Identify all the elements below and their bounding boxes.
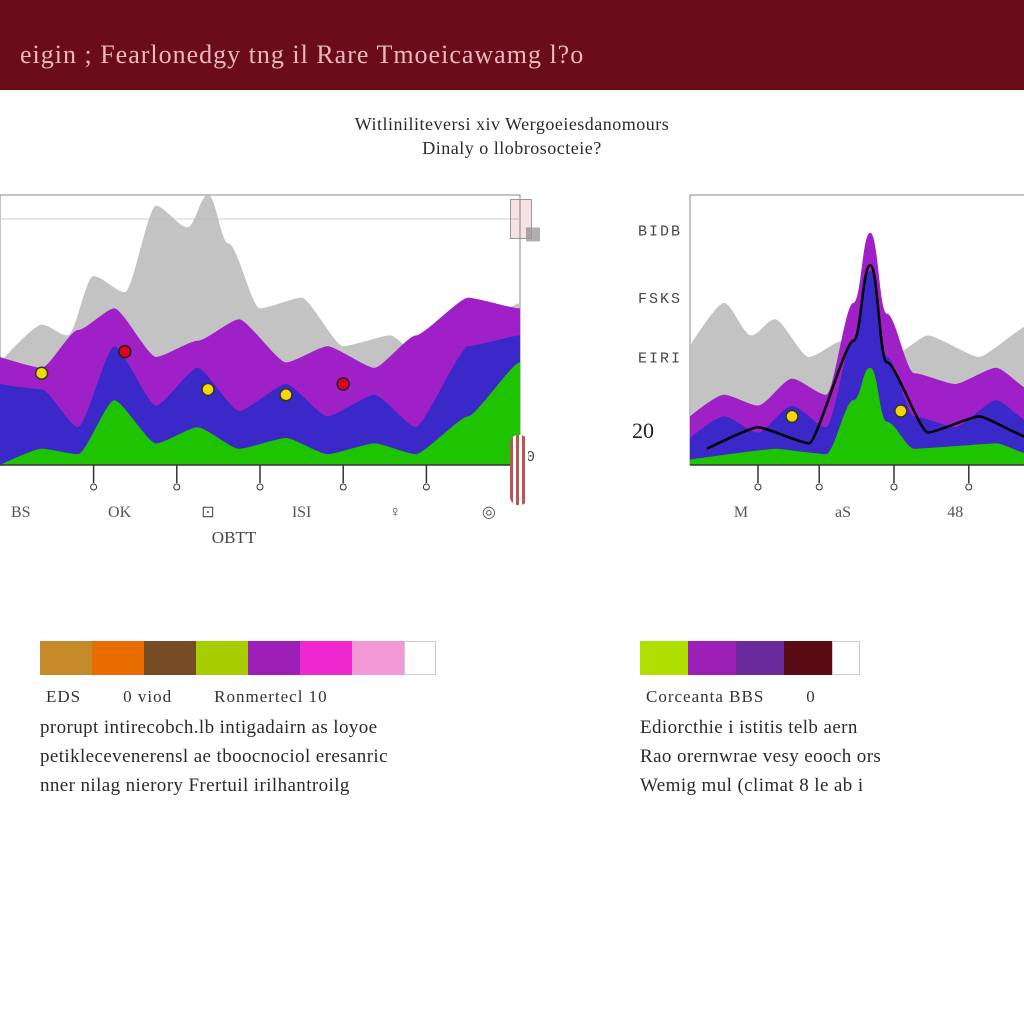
svg-text:aS: aS (835, 504, 851, 521)
color-swatch (640, 641, 688, 675)
chart-left-cell: BSOK⊡ISI♀◎OBTT0 (0, 175, 560, 615)
legend-item: EDS (46, 687, 81, 707)
color-swatch (40, 641, 92, 675)
chart-right-cell: MaS 48 BIDB FSKS EIRI 20 (560, 175, 1024, 615)
palette-row: EDS 0 viod Ronmertecl 10 prorupt intirecob… (0, 641, 1024, 801)
subtitle-line2: Dinaly o llobrosocteie? (0, 136, 1024, 160)
palette-left: EDS 0 viod Ronmertecl 10 prorupt intirecob… (40, 641, 580, 801)
svg-text:BS: BS (11, 504, 31, 521)
svg-text:OBTT: OBTT (212, 528, 257, 547)
subtitle: Witliniliteversi xiv Wergoeiesdanomours … (0, 112, 1024, 161)
page-title: eigin ; Fearlonedgy tng il Rare Tmoeicaw… (20, 40, 584, 70)
color-swatch (404, 641, 436, 675)
chart-left: BSOK⊡ISI♀◎OBTT0 (0, 175, 560, 615)
color-swatch (352, 641, 404, 675)
swatches-left (40, 641, 580, 675)
y-indicator-top (510, 199, 532, 239)
y-indicator-bottom (510, 435, 528, 505)
color-swatch (832, 641, 860, 675)
color-swatch (92, 641, 144, 675)
legend-item: Corceanta BBS (646, 687, 764, 707)
svg-text:BIDB: BIDB (638, 223, 682, 240)
legend-right: Corceanta BBS 0 (646, 687, 1024, 707)
color-swatch (300, 641, 352, 675)
color-swatch (688, 641, 736, 675)
svg-text:M: M (734, 504, 748, 521)
palette-right: Corceanta BBS 0 Ediorcthie i istitis telb… (580, 641, 1024, 801)
svg-text:ISI: ISI (292, 504, 312, 521)
svg-text:◎: ◎ (482, 504, 496, 521)
swatches-right (640, 641, 1024, 675)
svg-text:♀: ♀ (389, 504, 401, 521)
svg-text:20: 20 (632, 418, 654, 443)
chart-right: MaS 48 BIDB FSKS EIRI 20 (630, 175, 1024, 615)
subtitle-line1: Witliniliteversi xiv Wergoeiesdanomours (0, 112, 1024, 136)
caption-left: prorupt intirecobch.lb intigadairn as lo… (40, 713, 580, 801)
charts-row: BSOK⊡ISI♀◎OBTT0 MaS48BIDBFSKSEIRI20 (0, 175, 1024, 615)
color-swatch (144, 641, 196, 675)
color-swatch (736, 641, 784, 675)
color-swatch (248, 641, 300, 675)
header-band: eigin ; Fearlonedgy tng il Rare Tmoeicaw… (0, 0, 1024, 90)
svg-text:⊡: ⊡ (201, 504, 214, 521)
svg-text:48: 48 (947, 504, 963, 521)
svg-text:FSKS: FSKS (638, 291, 682, 308)
legend-item: Ronmertecl 10 (214, 687, 328, 707)
svg-text:OK: OK (108, 504, 132, 521)
legend-left: EDS 0 viod Ronmertecl 10 (46, 687, 580, 707)
legend-item: 0 viod (123, 687, 172, 707)
color-swatch (784, 641, 832, 675)
caption-right: Ediorcthie i istitis telb aern Rao orern… (640, 713, 1024, 801)
svg-text:EIRI: EIRI (638, 350, 682, 367)
color-swatch (196, 641, 248, 675)
legend-item: 0 (806, 687, 816, 707)
